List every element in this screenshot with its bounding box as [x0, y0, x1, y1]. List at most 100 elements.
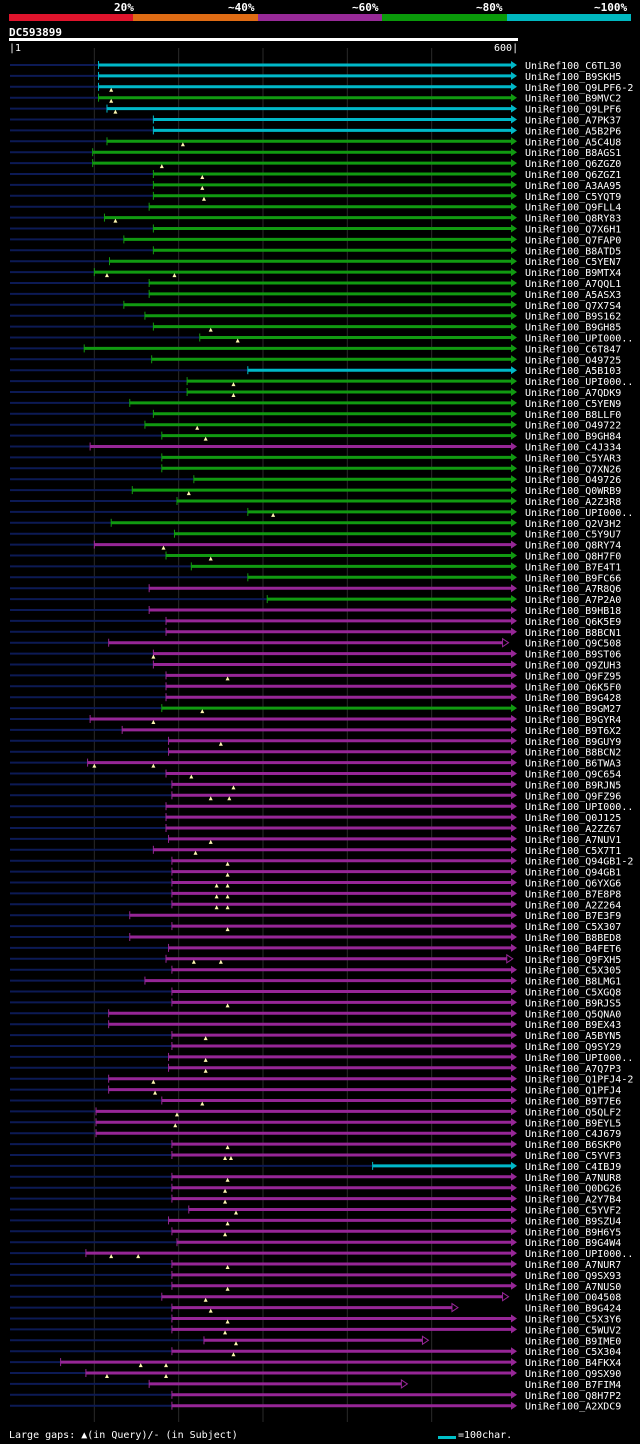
hit-end-arrow	[511, 1118, 517, 1127]
legend-label-80: ~80%	[476, 1, 503, 14]
hit-end-arrow	[511, 442, 517, 451]
hit-end-arrow	[511, 987, 517, 996]
query-gap-marker	[151, 720, 156, 724]
hit-label: UniRef100_B9GUY9	[525, 737, 621, 748]
query-gap-marker	[109, 98, 114, 103]
hit-label: UniRef100_B8BCN2	[525, 748, 621, 759]
hit-label: UniRef100_C5YAR3	[525, 453, 621, 464]
hit-label: UniRef100_A7NUS0	[525, 1282, 621, 1293]
hit-label: UniRef100_C5YQT9	[525, 192, 621, 203]
hit-end-arrow	[511, 911, 517, 920]
hit-end-arrow	[511, 627, 517, 636]
hit-label: UniRef100_C5X7T1	[525, 846, 621, 857]
hit-label: UniRef100_B8LLF0	[525, 410, 621, 421]
hit-end-arrow	[511, 595, 517, 604]
hit-label: UniRef100_C6TL30	[525, 61, 621, 72]
hit-end-arrow	[511, 998, 517, 1007]
hit-end-arrow	[511, 507, 517, 516]
query-gap-marker	[225, 872, 230, 877]
scale-end-value: 600	[494, 43, 513, 54]
hit-label: UniRef100_B7E8P8	[525, 889, 621, 900]
query-gap-marker	[271, 512, 276, 517]
hit-end-arrow	[511, 202, 517, 211]
hit-label: UniRef100_B9H6Y5	[525, 1227, 621, 1238]
query-gap-marker	[109, 1254, 114, 1259]
footer-gap-legend: Large gaps: ▲(in Query)/- (in Subject)	[9, 1430, 238, 1441]
hit-label: UniRef100_B8BCN1	[525, 628, 621, 639]
scale-label: =100char.	[458, 1430, 513, 1441]
query-gap-marker	[174, 1112, 179, 1117]
scale-swatch	[438, 1436, 456, 1439]
hit-label: UniRef100_O49722	[525, 421, 621, 432]
query-gap-marker	[151, 654, 156, 659]
hit-label: UniRef100_B9EX43	[525, 1020, 621, 1031]
hit-end-arrow	[511, 159, 517, 168]
hit-end-arrow	[511, 616, 517, 625]
hit-label: UniRef100_A7Q7P3	[525, 1064, 621, 1075]
scale-start-value: 1	[15, 43, 22, 54]
hit-label: UniRef100_B9FC66	[525, 573, 621, 584]
legend-label-60: ~60%	[352, 1, 379, 14]
hit-end-arrow	[511, 1031, 517, 1040]
hit-end-arrow	[511, 148, 517, 157]
hit-end-arrow	[511, 1063, 517, 1072]
hit-end-arrow	[511, 344, 517, 353]
hit-end-arrow	[511, 529, 517, 538]
hit-label: UniRef100_B9EYL5	[525, 1118, 621, 1129]
hit-end-arrow	[511, 333, 517, 342]
hit-label: UniRef100_UPI000..	[525, 1249, 633, 1260]
hit-label: UniRef100_C5X305	[525, 966, 621, 977]
scale-end: 600|	[494, 43, 519, 54]
hit-label: UniRef100_O49726	[525, 475, 621, 486]
hit-label: UniRef100_Q8RY74	[525, 541, 621, 552]
hit-label: UniRef100_B7E4T1	[525, 562, 621, 573]
legend-seg-20	[9, 14, 134, 21]
legend-seg-100	[506, 14, 632, 21]
hit-end-arrow	[511, 943, 517, 952]
query-gap-marker	[223, 1330, 228, 1335]
hit-label: UniRef100_A7QQL1	[525, 279, 621, 290]
hit-end-arrow	[511, 867, 517, 876]
query-gap-marker	[195, 425, 200, 430]
hit-label: UniRef100_B9SKH5	[525, 72, 621, 83]
query-gap-marker	[200, 1101, 205, 1106]
query-gap-marker	[186, 491, 191, 496]
legend-label-100: ~100%	[594, 1, 628, 14]
hit-end-arrow	[511, 268, 517, 277]
hit-label: UniRef100_UPI000..	[525, 377, 633, 388]
hit-end-arrow	[511, 388, 517, 396]
query-gap-marker	[200, 709, 205, 714]
query-gap-marker	[225, 1003, 230, 1008]
query-gap-marker	[172, 273, 177, 278]
identity-legend-bar	[9, 14, 632, 21]
hit-end-arrow	[511, 1129, 517, 1138]
hit-label: UniRef100_B9ST06	[525, 650, 621, 661]
hit-label: UniRef100_A5BYN5	[525, 1031, 621, 1042]
hit-end-arrow	[511, 660, 517, 669]
hit-label: UniRef100_Q9SX90	[525, 1369, 621, 1380]
query-gap-marker	[231, 785, 236, 790]
query-gap-marker	[208, 796, 213, 801]
query-gap-marker	[164, 1363, 169, 1368]
query-gap-marker	[113, 218, 118, 223]
hit-end-arrow	[511, 289, 517, 298]
hit-label: UniRef100_Q8RY83	[525, 214, 621, 225]
hit-end-arrow-open	[502, 637, 510, 648]
hit-end-arrow	[511, 1151, 517, 1159]
hit-label: UniRef100_Q0DG26	[525, 1184, 621, 1195]
hit-label: UniRef100_A3AA95	[525, 181, 621, 192]
hit-label: UniRef100_Q1PFJ4-2	[525, 1075, 633, 1086]
hit-label: UniRef100_Q9SY29	[525, 1042, 621, 1053]
hit-end-arrow	[511, 180, 517, 189]
hit-label: UniRef100_UPI000..	[525, 334, 633, 345]
hit-label: UniRef100_Q9SX93	[525, 1271, 621, 1282]
hit-label: UniRef100_Q9FZ96	[525, 791, 621, 802]
hit-end-arrow	[511, 649, 517, 658]
hit-end-arrow	[511, 573, 517, 582]
hit-label: UniRef100_B6SKP0	[525, 1140, 621, 1151]
hit-end-arrow	[511, 82, 517, 91]
hit-label: UniRef100_C5XGQ8	[525, 988, 621, 999]
hit-end-arrow	[511, 486, 517, 495]
hit-label: UniRef100_B9RJN5	[525, 780, 621, 791]
